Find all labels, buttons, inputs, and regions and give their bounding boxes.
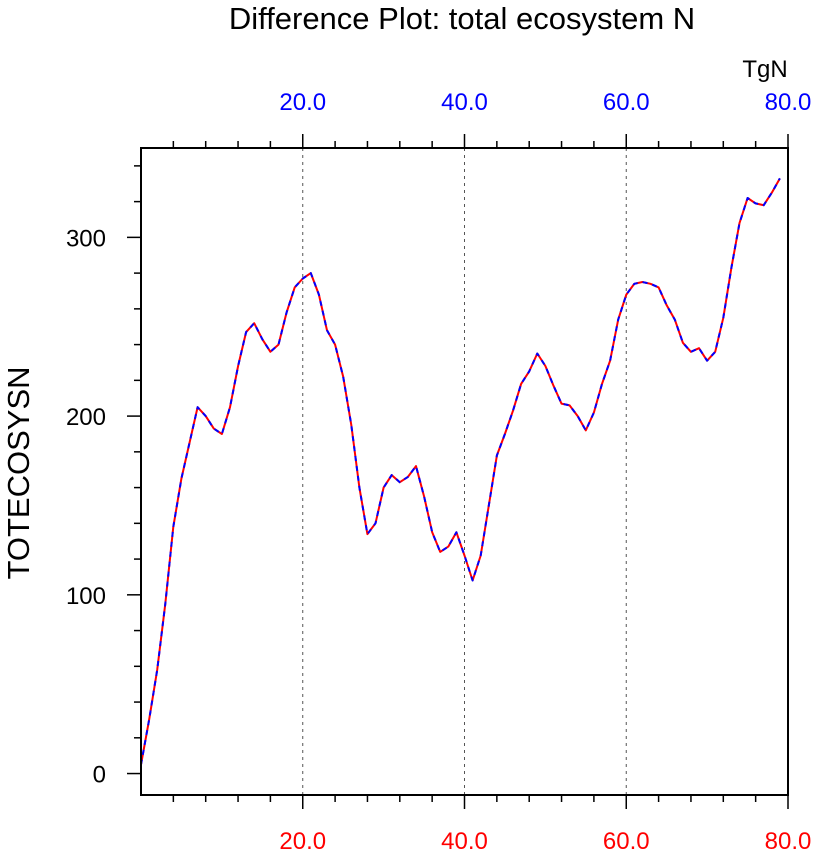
y-tick-label: 0 xyxy=(93,762,106,789)
x-tick-label: 60.0 xyxy=(603,828,650,855)
x-top-tick-label: 80.0 xyxy=(765,89,812,116)
ticks-layer xyxy=(127,134,789,809)
y-tick-label: 100 xyxy=(66,583,106,610)
x-tick-label: 20.0 xyxy=(279,828,326,855)
series-line-red xyxy=(140,177,781,765)
grid-layer xyxy=(302,148,627,795)
chart-title: Difference Plot: total ecosystem N xyxy=(229,1,695,36)
x-tick-label: 40.0 xyxy=(441,828,488,855)
y-axis-label: TOTECOSYSN xyxy=(1,366,36,579)
x-top-tick-label: 40.0 xyxy=(441,89,488,116)
x-top-tick-label: 20.0 xyxy=(279,89,326,116)
labels-layer: 20.0 40.0 60.0 80.0 20.0 40.0 60.0 80.0 0 100 200 3… xyxy=(66,89,811,855)
x-top-tick-label: 60.0 xyxy=(603,89,650,116)
plot-frame xyxy=(140,147,789,796)
y-tick-label: 200 xyxy=(66,404,106,431)
units-label: TgN xyxy=(742,56,787,83)
y-tick-label: 300 xyxy=(66,225,106,252)
series-layer xyxy=(140,177,781,765)
series-line-blue xyxy=(140,177,781,765)
x-tick-label: 80.0 xyxy=(765,828,812,855)
